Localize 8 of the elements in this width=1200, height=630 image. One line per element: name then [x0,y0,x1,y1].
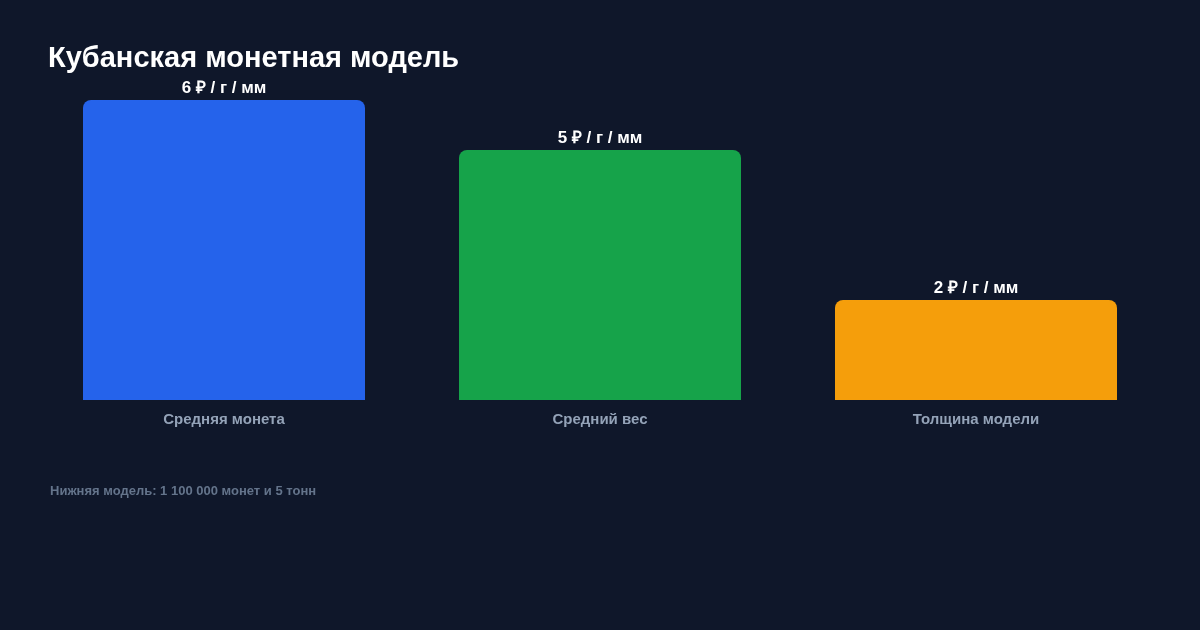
data-label: 2 ₽ / г / мм [933,278,1019,297]
chart-title: Кубанская монетная модель [48,41,460,74]
data-label: 5 ₽ / г / мм [557,128,643,147]
text: Нижняя модель: 1 100 000 монет и 5 тонн [50,483,317,498]
x-tick-label: Средняя монета [163,410,286,427]
x-tick-label: Толщина модели [912,410,1040,427]
x-tick-label: Средний вес [552,410,648,427]
data-label: 6 ₽ / г / мм [181,78,267,97]
